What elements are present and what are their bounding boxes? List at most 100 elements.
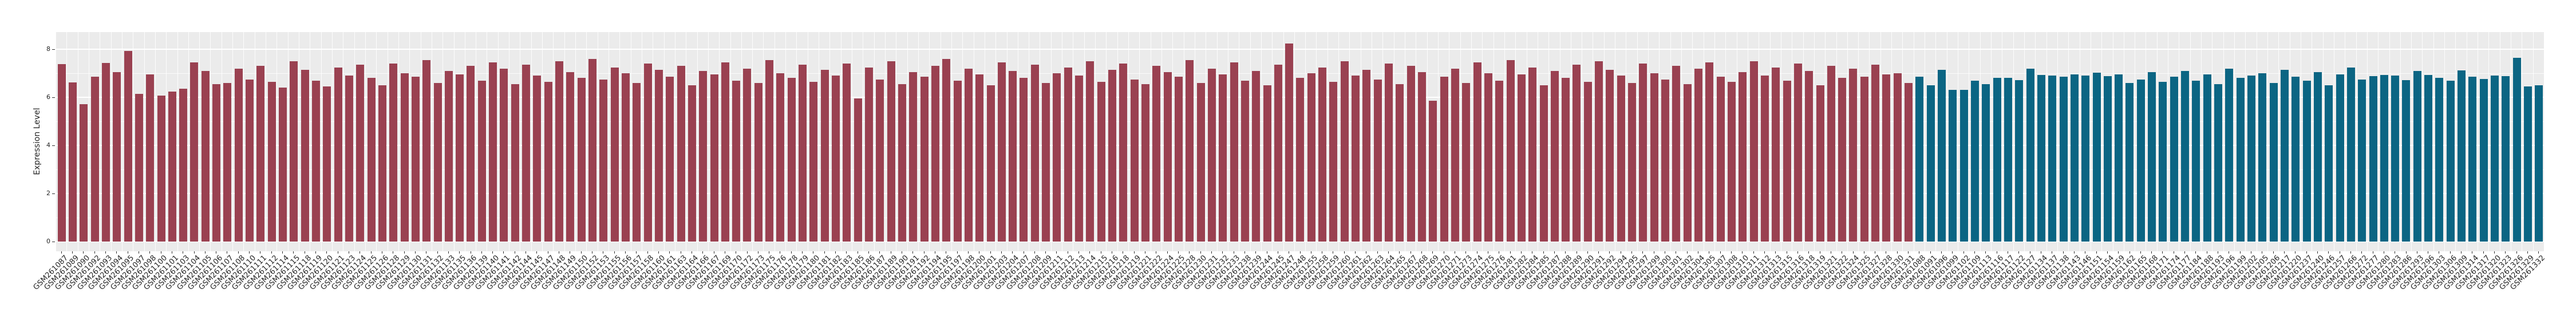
x-tick-mark: [1963, 251, 1964, 254]
bar-slot: [752, 32, 764, 251]
x-tick-mark: [2273, 251, 2274, 254]
bar-GSM261331: [1905, 82, 1913, 242]
bar-slot: [1239, 32, 1250, 251]
x-tick-mark: [957, 251, 958, 254]
x-tick-mark: [1686, 251, 1688, 254]
bar-GSM261238: [1240, 80, 1249, 242]
bar-GSM261199: [2236, 78, 2245, 242]
bar-slot: [2002, 32, 2013, 251]
bar-GSM261175: [765, 60, 774, 242]
bar-GSM261144: [522, 65, 531, 242]
bar-GSM261117: [2004, 78, 2012, 242]
bar-GSM261326: [2512, 57, 2521, 242]
bar-GSM261322: [1838, 78, 1847, 242]
bar-slot: [2389, 32, 2401, 251]
y-tick-label: 0: [46, 238, 50, 245]
bar-GSM261103: [179, 88, 188, 242]
bar-GSM261316: [1793, 64, 1802, 242]
bar-GSM261230: [1196, 82, 1205, 242]
bar-GSM261119: [312, 80, 321, 242]
bar-slot: [896, 32, 907, 251]
x-tick-mark: [2118, 251, 2119, 254]
bar-slot: [1659, 32, 1670, 251]
bar-GSM261115: [290, 61, 298, 242]
bar-slot: [177, 32, 189, 251]
bar-GSM261104: [190, 62, 199, 242]
bar-GSM261215: [1097, 81, 1105, 242]
bar-GSM261327: [1871, 65, 1880, 242]
bar-GSM261132: [433, 82, 442, 242]
x-tick-mark: [1631, 251, 1633, 254]
x-tick-mark: [2317, 251, 2318, 254]
bar-GSM261225: [1174, 77, 1183, 242]
bar-GSM261163: [677, 66, 685, 242]
bar-GSM261323: [2502, 76, 2510, 242]
bar-GSM261162: [2125, 82, 2134, 242]
bar-slot: [1029, 32, 1040, 251]
bar-slot: [2035, 32, 2046, 251]
bar-slot: [2234, 32, 2246, 251]
bar-slot: [1935, 32, 1947, 251]
bar-slot: [77, 32, 89, 251]
bar-slot: [1050, 32, 1062, 251]
bar-slot: [2101, 32, 2113, 251]
bar-slot: [2079, 32, 2091, 251]
bar-slot: [553, 32, 564, 251]
bar-GSM261128: [389, 64, 398, 242]
bar-GSM261126: [378, 85, 386, 242]
bar-GSM261240: [2313, 72, 2322, 242]
x-tick-mark: [2295, 251, 2296, 254]
x-tick-mark: [83, 251, 84, 254]
bar-GSM261100: [157, 95, 165, 242]
gridline-major: [56, 49, 2544, 50]
bar-slot: [188, 32, 200, 251]
bar-GSM261167: [710, 74, 718, 242]
x-tick-mark: [2151, 251, 2152, 254]
bar-slot: [708, 32, 720, 251]
bar-slot: [1747, 32, 1759, 251]
bar-slot: [1095, 32, 1107, 251]
bar-slot: [453, 32, 465, 251]
bar-GSM261319: [1816, 85, 1824, 242]
bar-GSM261245: [1274, 65, 1282, 242]
bar-slot: [464, 32, 476, 251]
x-tick-mark: [1808, 251, 1809, 254]
bar-slot: [2444, 32, 2456, 251]
bar-GSM261108: [234, 68, 243, 242]
bar-GSM261137: [2048, 76, 2057, 242]
x-tick-mark: [1720, 251, 1721, 254]
bar-slot: [166, 32, 177, 251]
bar-slot: [1073, 32, 1084, 251]
bar-slot: [2090, 32, 2102, 251]
bar-slot: [2179, 32, 2190, 251]
bar-slot: [2201, 32, 2212, 251]
bar-slot: [332, 32, 343, 251]
bar-GSM261295: [1628, 82, 1637, 242]
bar-GSM261329: [2524, 86, 2532, 242]
x-tick-mark: [1211, 251, 1212, 254]
y-tick-mark: [52, 145, 55, 146]
bar-GSM261134: [2037, 75, 2045, 242]
bar-GSM261149: [566, 72, 575, 242]
bar-GSM261265: [1396, 84, 1404, 242]
bar-slot: [2068, 32, 2080, 251]
x-tick-mark: [2494, 251, 2495, 254]
bar-GSM261179: [799, 65, 807, 242]
bar-GSM261302: [1683, 84, 1692, 242]
bar-GSM261212: [1064, 67, 1072, 242]
bar-slot: [520, 32, 531, 251]
bar-GSM261156: [621, 73, 630, 242]
bar-GSM261133: [444, 70, 453, 242]
bar-slot: [1769, 32, 1781, 251]
bar-slot: [1603, 32, 1615, 251]
bar-GSM261202: [2247, 76, 2256, 242]
x-tick-mark: [967, 251, 969, 254]
bar-GSM261096: [1938, 69, 1946, 242]
bar-slot: [1648, 32, 1660, 251]
x-tick-mark: [282, 251, 283, 254]
bar-GSM261118: [301, 69, 309, 242]
bar-GSM261221: [1141, 84, 1150, 242]
bar-GSM261246: [2325, 85, 2333, 242]
bar-GSM261232: [1219, 74, 1227, 242]
bar-GSM261270: [1440, 77, 1448, 242]
